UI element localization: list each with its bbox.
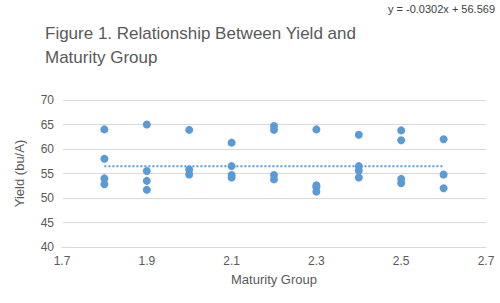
svg-text:55: 55	[41, 167, 55, 181]
svg-text:y = -0.0302x + 56.569: y = -0.0302x + 56.569	[388, 3, 495, 15]
svg-text:70: 70	[41, 93, 55, 107]
svg-text:2.5: 2.5	[393, 254, 410, 268]
svg-text:1.9: 1.9	[138, 254, 155, 268]
svg-text:2.3: 2.3	[308, 254, 325, 268]
svg-text:Maturity Group: Maturity Group	[45, 48, 157, 67]
svg-text:50: 50	[41, 191, 55, 205]
svg-text:Yield (bu/A): Yield (bu/A)	[12, 140, 27, 207]
svg-text:2.1: 2.1	[223, 254, 240, 268]
svg-text:Figure 1. Relationship Between: Figure 1. Relationship Between Yield and	[45, 24, 361, 43]
svg-text:45: 45	[41, 216, 55, 230]
svg-text:40: 40	[41, 240, 55, 254]
svg-text:60: 60	[41, 142, 55, 156]
svg-text:1.7: 1.7	[54, 254, 71, 268]
svg-text:2.7: 2.7	[478, 254, 495, 268]
svg-text:Maturity Group: Maturity Group	[231, 272, 317, 287]
svg-text:65: 65	[41, 118, 55, 132]
